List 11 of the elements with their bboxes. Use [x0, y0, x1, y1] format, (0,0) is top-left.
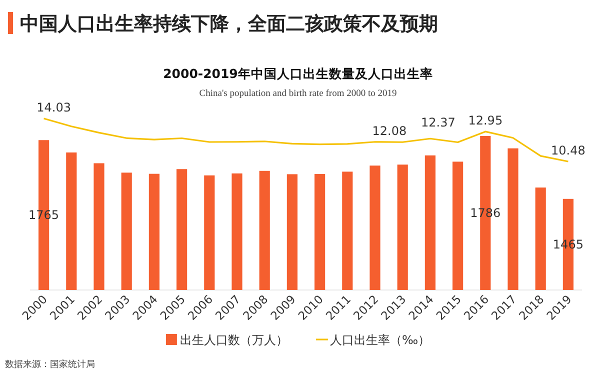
data-label: 12.08: [372, 124, 407, 138]
data-label: 10.48: [551, 144, 586, 158]
legend-label: 出生人口数（万人）: [180, 333, 288, 347]
data-label: 12.37: [421, 116, 456, 130]
chart-title: 中国人口出生率持续下降，全面二孩政策不及预期: [20, 13, 438, 35]
source-note: 数据来源：国家统计局: [5, 359, 95, 370]
data-label: 14.03: [36, 100, 71, 114]
legend-label: 人口出生率（‰）: [330, 333, 430, 347]
text: China's population and birth rate from 2000 to 2019: [199, 89, 397, 99]
chart-subtitle: 2000-2019年中国人口出生数量及人口出生率: [163, 66, 433, 81]
data-label: 12.95: [468, 114, 503, 128]
